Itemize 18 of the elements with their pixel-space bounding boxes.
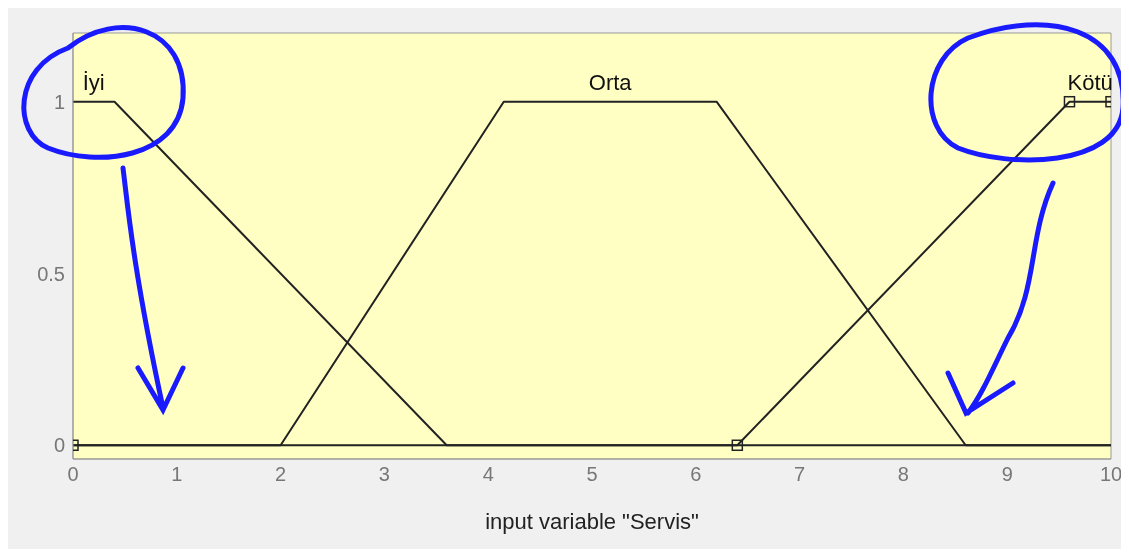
x-tick-label: 1 <box>171 463 183 486</box>
series-label: İyi <box>82 69 105 95</box>
x-axis-title: input variable "Servis" <box>485 509 699 534</box>
x-tick-label: 3 <box>378 463 390 486</box>
y-tick-label: 0 <box>53 434 65 457</box>
series-label: Kötü <box>1067 69 1113 95</box>
series-label: Orta <box>588 69 633 95</box>
x-tick-label: 9 <box>1001 463 1013 486</box>
y-tick-label: 1 <box>53 90 65 113</box>
y-tick-label: 0.5 <box>37 262 65 285</box>
x-tick-label: 10 <box>1099 463 1123 486</box>
x-tick-label: 7 <box>794 463 806 486</box>
x-tick-label: 0 <box>67 463 79 486</box>
x-tick-label: 4 <box>482 463 494 486</box>
x-tick-label: 5 <box>586 463 598 486</box>
x-tick-label: 2 <box>275 463 287 486</box>
x-tick-label: 8 <box>897 463 909 486</box>
x-tick-label: 6 <box>690 463 702 486</box>
